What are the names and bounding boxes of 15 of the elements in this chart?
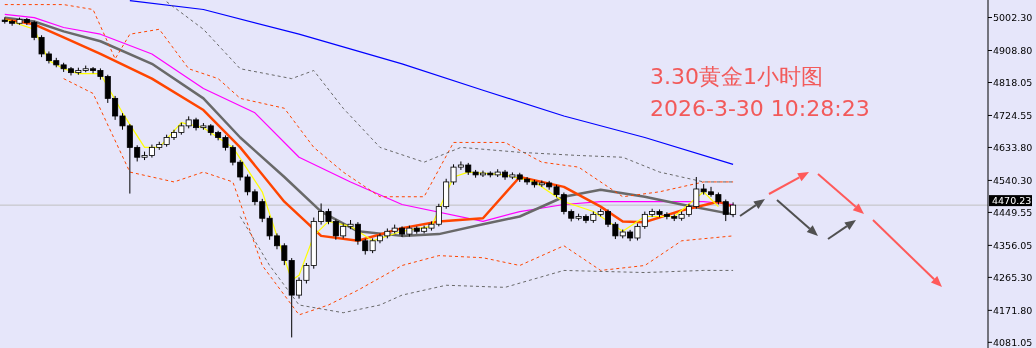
y-tick-label: 4724.55 — [993, 109, 1033, 121]
y-tick-label: 4908.80 — [993, 44, 1033, 56]
text: 3.30黄金1小时图 — [650, 64, 823, 89]
text: 2026-3-30 10:28:23 — [650, 96, 870, 121]
line-series — [239, 215, 734, 314]
y-tick-label: 4818.05 — [993, 76, 1033, 88]
y-tick-label: 4449.55 — [993, 206, 1033, 218]
y-tick-label: 5002.30 — [993, 11, 1033, 23]
y-tick-label: 4633.80 — [993, 141, 1033, 153]
ref-line-label: 4470.23 — [992, 194, 1032, 206]
y-tick-label: 4081.05 — [993, 336, 1033, 348]
y-tick-label: 4265.30 — [993, 271, 1033, 283]
y-tick-label: 4540.30 — [993, 174, 1033, 186]
y-tick-label: 4356.05 — [993, 239, 1033, 251]
y-tick-label: 4171.80 — [993, 304, 1033, 316]
